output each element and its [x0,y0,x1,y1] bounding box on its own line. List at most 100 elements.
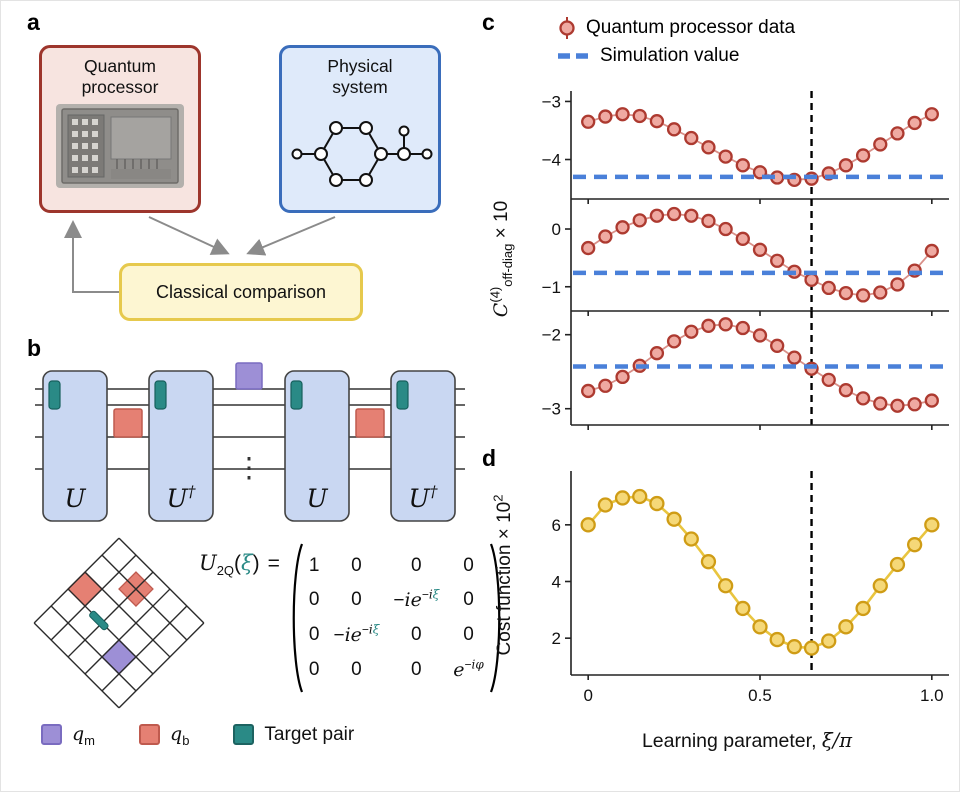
physical-title-line2: system [332,77,388,97]
ylabel-suffix: × 10 [491,200,512,244]
chip-image [56,104,184,188]
matrix-grid: 1 0 0 0 0 0 −ie−iξ 0 0 −ie−iξ 0 0 0 0 0 e−iφ [309,555,484,682]
data-point [873,137,888,152]
coupling-charts: −3 −4 0 −1 −2 −3 [542,91,949,430]
data-point [735,231,750,246]
matrix-cell: −ie−iξ [333,622,380,646]
gate-label: U [306,484,328,513]
data-point [924,393,939,408]
data-point [855,391,871,406]
matrix-cell: 0 [308,624,320,645]
data-point [770,253,785,268]
data-point [855,288,871,303]
arrow-comparison-to-quantum [64,220,119,293]
matrix-cell: 0 [351,659,362,680]
gate-label: U [64,484,86,513]
data-point [787,350,802,365]
matrix-cell: 0 [411,659,422,680]
panel-label-d: d [482,445,497,471]
data-point [598,378,613,393]
matrix-cell: −ie−iξ [393,587,440,611]
legend-label: qm [72,723,96,748]
matrix-cell: 0 [463,554,474,576]
data-point [838,285,854,301]
arrow-quantum-to-comparison [148,216,230,255]
data-point [718,149,733,164]
data-point [752,242,768,257]
data-point [855,148,871,163]
x-tick-label: 1.0 [920,686,944,705]
data-point [717,578,734,594]
data-point [718,221,733,237]
cost-function-chart: 2 4 6 0 0.5 1.0 [552,471,949,705]
y-tick-label: 6 [552,516,561,535]
data-point [598,109,613,124]
y-tick-label: −1 [542,278,561,297]
data-point [838,158,854,173]
y-tick-label: 0 [552,220,561,239]
data-point [889,556,906,573]
d-ylabel-text: Cost function × 10 [494,501,515,656]
data-point [615,369,630,385]
qb-gate-markers [113,408,385,438]
data-point-marker-icon [557,15,577,41]
legend-swatch-icon [41,724,62,745]
data-point [752,619,768,635]
matrix-lhs-base: U [199,551,217,575]
data-point [872,578,888,594]
quantum-processor-box: Quantum processor [39,45,201,213]
matrix-cell: 0 [463,624,474,645]
data-point [632,213,647,228]
data-point [649,346,665,361]
panel-label-a: a [27,9,40,35]
d-xlabel-prefix: Learning parameter, [641,730,822,752]
data-point [615,107,630,122]
y-tick-label: −3 [542,400,561,419]
matrix-lhs-open: ( [234,552,242,575]
data-point [598,229,613,244]
data-point [752,328,768,343]
data-point [701,213,716,229]
data-point [666,122,682,137]
data-point [924,107,939,122]
y-tick-label: −3 [542,92,561,111]
legend-swatch-icon [139,724,161,745]
sim-dash-icon [557,43,591,69]
data-point [581,383,596,399]
y-tick-label: 4 [552,573,561,592]
matrix-cell: 0 [351,589,362,610]
data-point [735,158,750,173]
data-point [769,631,785,648]
matrix-cell: e−iφ [453,657,484,681]
matrix-lhs-sub: 2Q [216,563,235,579]
quantum-processor-title: Quantum processor [82,48,159,98]
matrix-equation: U2Q(ξ) = 1 0 0 0 0 0 −ie−iξ 0 0 −ie−iξ 0 0 0 0 0 e−iφ [199,541,505,695]
panel-c-ylabel: C(4)off-diag × 10 [488,89,515,429]
chart-legend-label: Simulation value [600,45,740,66]
data-point [906,537,923,553]
classical-comparison-title: Classical comparison [155,281,327,302]
quantum-title-line2: processor [81,77,159,97]
unitary-gates [42,370,456,522]
chart-legend-item: Quantum processor data [557,15,795,41]
matrix-cell: 0 [351,554,362,576]
matrix-cell: 1 [308,554,320,576]
lattice-grid-lines [33,537,205,709]
data-point [735,320,750,336]
data-point [597,497,614,513]
data-point [701,140,716,155]
classical-comparison-box: Classical comparison [119,263,363,321]
data-point [649,114,665,129]
matrix-cell: 0 [308,589,320,610]
legend-label: Target pair [264,723,355,745]
panel-d-ylabel: Cost function × 102 [491,405,516,745]
ylabel-sub: off-diag [499,243,515,287]
matrix-cell: 0 [308,659,320,680]
circuit-diagram: ⋮ U U† U U† [35,362,465,522]
panel-c-legend: Quantum processor data Simulation value [557,15,795,69]
lattice-qm-cell [101,639,137,675]
matrix-lhs: U2Q(ξ) = [199,551,280,579]
flow-arrows [64,216,336,293]
data-point [803,640,820,656]
